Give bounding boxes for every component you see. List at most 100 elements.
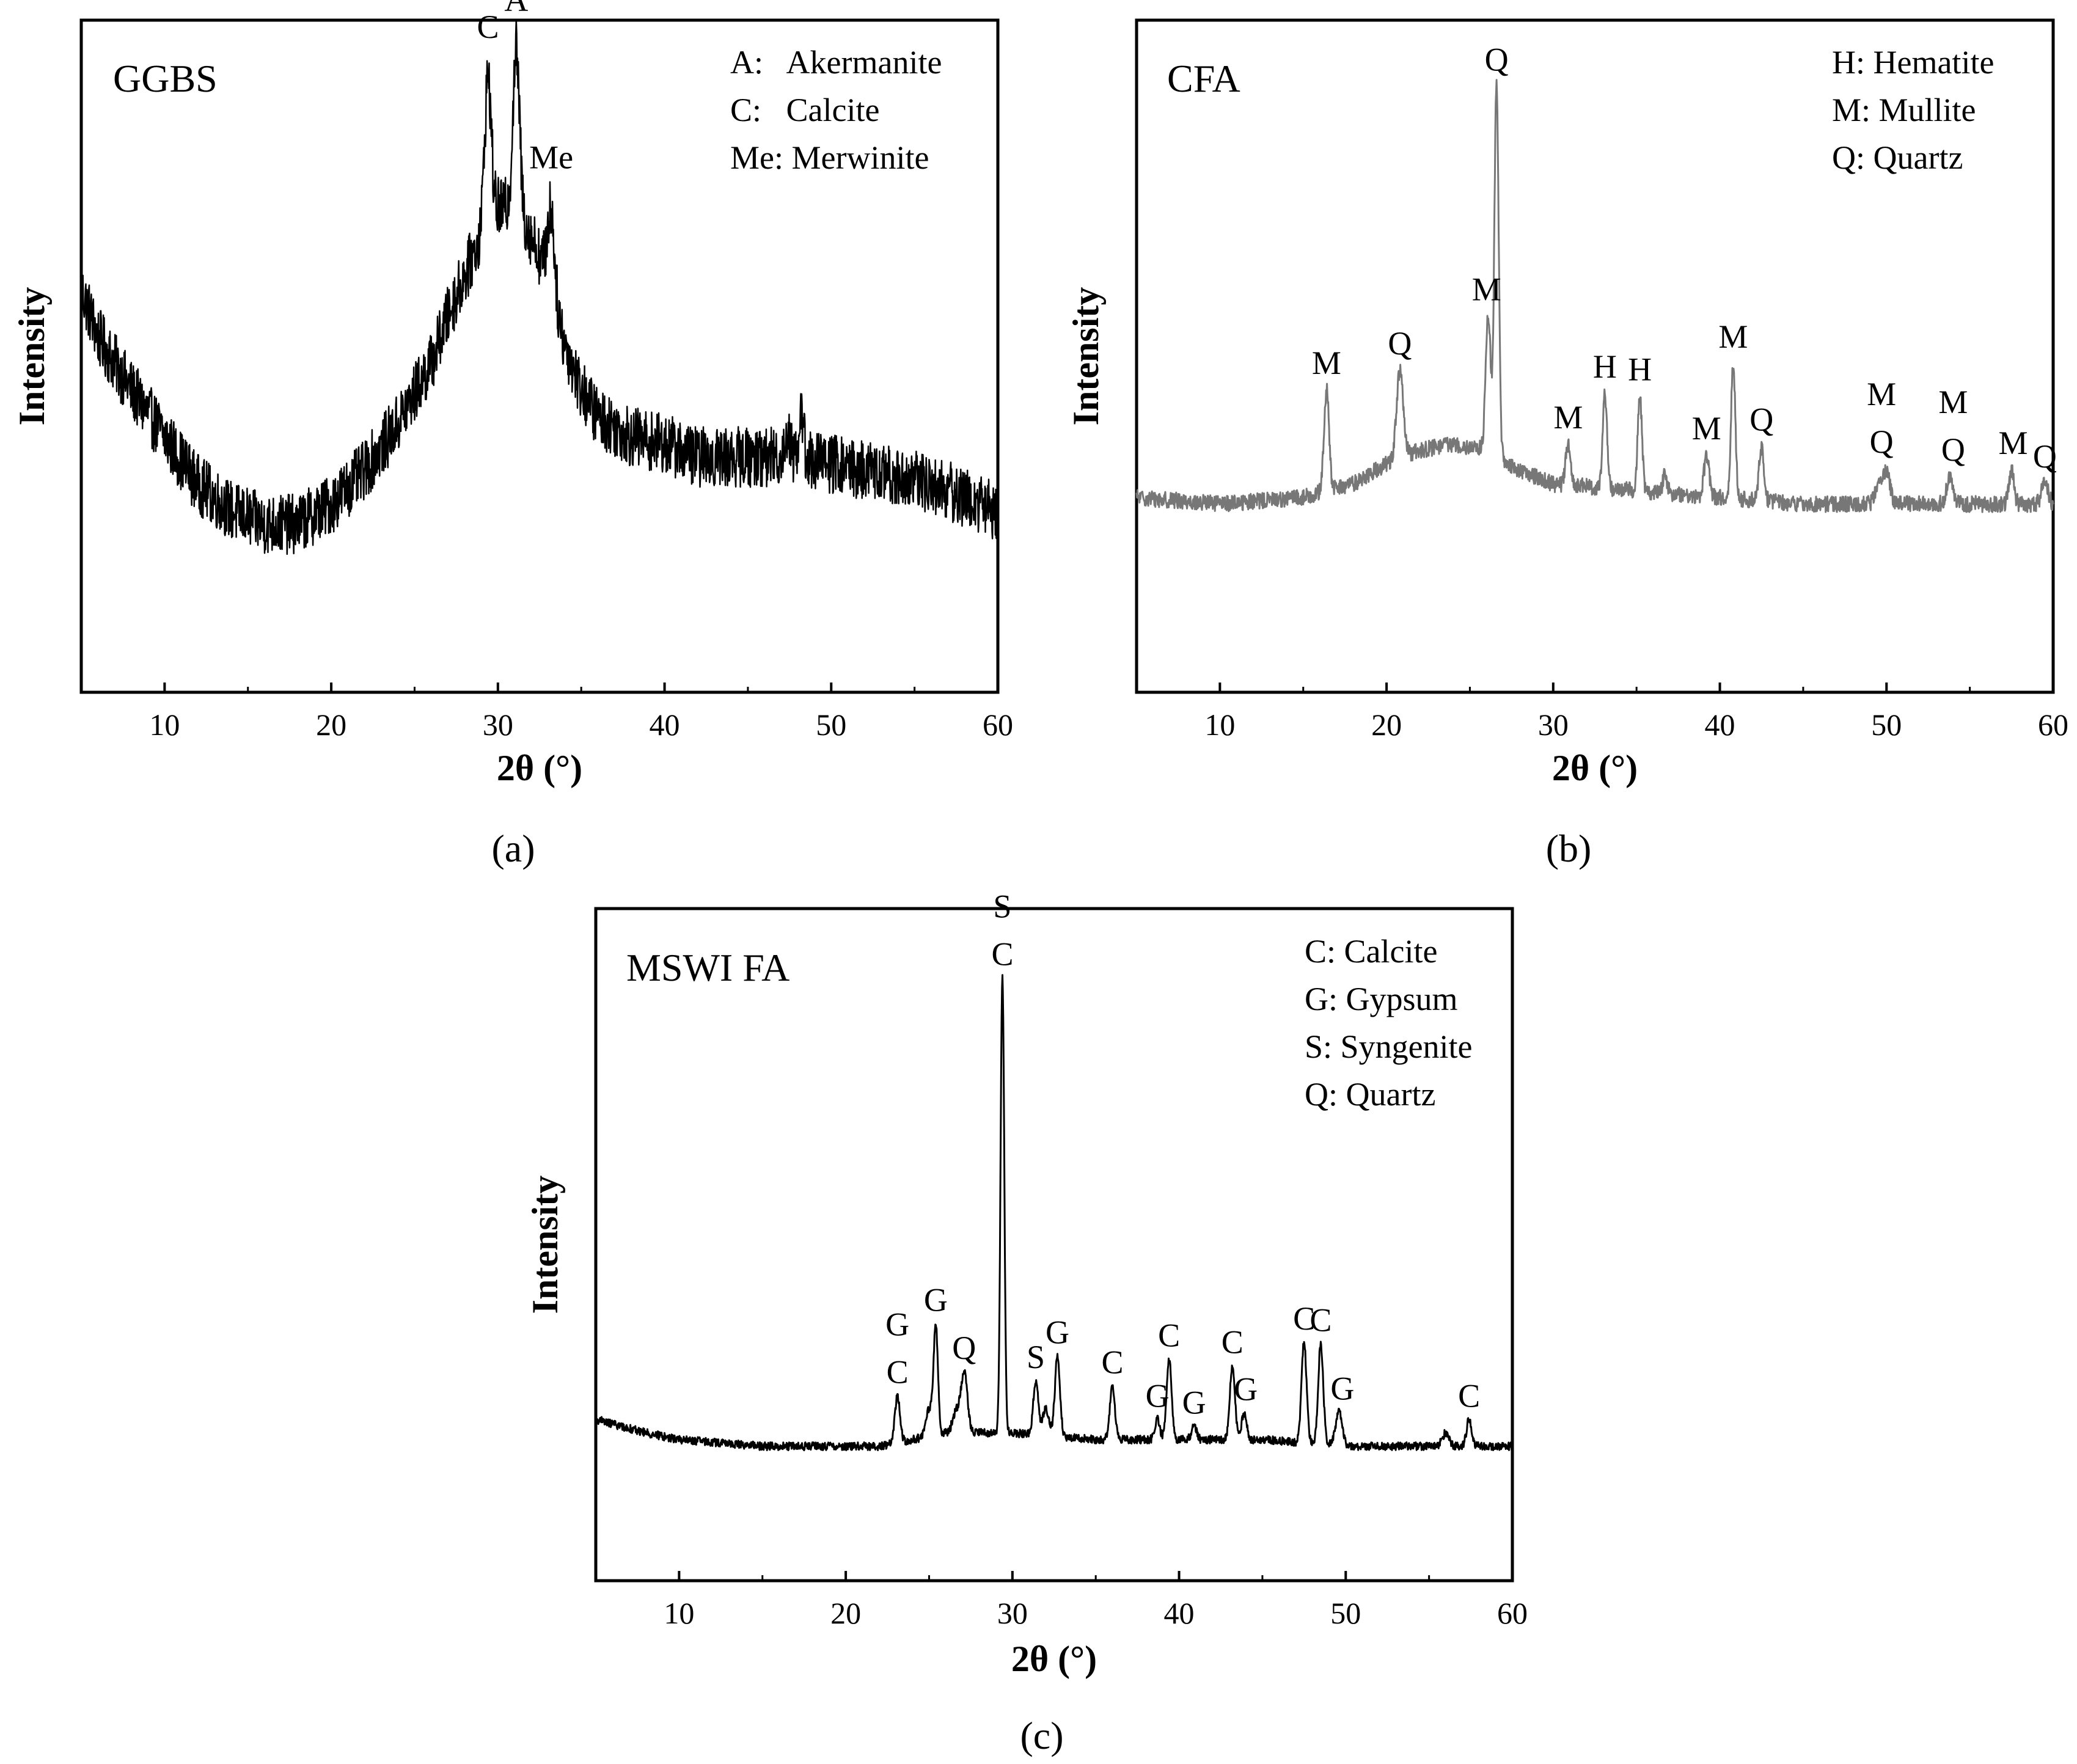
peak-label: S [993,888,1011,924]
x-axis-label: 2θ (°) [1011,1639,1097,1679]
panel-title: GGBS [113,57,218,100]
peak-label: C [991,935,1013,972]
legend-entry: G: Gypsum [1305,981,1458,1017]
legend-entry: Me: Merwinite [730,139,929,176]
x-tick-label: 50 [1330,1596,1361,1630]
peak-label: C [1458,1377,1480,1414]
plot-frame [1135,18,2055,694]
legend-entry: H: Hematite [1832,44,1994,81]
y-axis-label: Intensity [1066,287,1106,426]
x-tick-label: 50 [816,708,846,742]
x-tick-labels: 10 20 30 40 50 60 [149,708,1013,742]
peak-label: C [1222,1324,1244,1361]
xrd-pattern-line [595,974,1514,1452]
x-tick-label: 30 [483,708,513,742]
peak-label: M [1999,425,2028,461]
legend-entry: A: Akermanite [730,44,942,81]
panel-caption: (b) [1546,827,1592,870]
x-axis-label: 2θ (°) [497,748,582,788]
peak-label: G [885,1306,909,1342]
x-tick-label: 20 [316,708,346,742]
peak-label: M [1867,376,1896,412]
x-tick-label: 60 [2038,708,2068,742]
x-tick-label: 50 [1871,708,1902,742]
peak-label: C [1101,1344,1123,1381]
peak-label: C [887,1353,909,1390]
peak-label: H [1593,348,1617,385]
x-minor-ticks [80,687,916,692]
peak-label: G [1234,1371,1258,1407]
panel-caption: (a) [491,827,535,870]
x-tick-label: 30 [1538,708,1569,742]
peak-label: Q [1749,401,1773,437]
panel-title: CFA [1167,57,1240,100]
legend-entry: M: Mullite [1832,92,1976,128]
peak-label: M [1938,384,1968,420]
peak-label: Q [2033,438,2057,475]
peak-label: G [1146,1377,1170,1414]
peak-label: M [1312,345,1341,381]
peak-label: G [924,1282,948,1319]
peak-label: Q [1485,41,1509,78]
x-tick-label: 10 [1204,708,1235,742]
peak-label: G [1182,1384,1206,1421]
peak-label: M [1553,399,1583,436]
x-tick-label: 20 [1371,708,1402,742]
peak-label: Q [1941,431,1965,468]
x-tick-label: 10 [149,708,180,742]
plot-frame [79,18,1000,694]
x-ticks [163,683,999,692]
peak-label: G [1330,1371,1354,1407]
x-tick-labels: 10 20 30 40 50 60 [1204,708,2068,742]
peak-label: C [1293,1300,1315,1337]
peak-label: Q [1870,423,1894,460]
peak-label: M [1472,271,1501,307]
legend-entry: Q: Quartz [1832,139,1963,176]
peak-labels: CA Me [477,0,573,176]
legend: C: Calcite G: Gypsum S: Syngenite Q: Quartz [1305,933,1473,1113]
x-ticks [1218,683,2054,692]
peak-label: H [1628,351,1652,388]
y-axis-label: Intensity [12,287,52,426]
x-ticks [678,1571,1514,1581]
x-tick-label: 40 [1164,1596,1195,1630]
x-tick-label: 30 [997,1596,1028,1630]
peak-label: Q [1388,325,1412,362]
x-minor-ticks [1135,687,1971,692]
xrd-pattern-line [1135,79,2054,513]
x-tick-label: 60 [983,708,1013,742]
peak-label: C [477,9,499,45]
legend-entry: C: Calcite [1305,933,1437,970]
legend-entry: Q: Quartz [1305,1076,1435,1113]
legend-entry: C: Calcite [730,92,879,128]
x-axis-label: 2θ (°) [1552,748,1638,788]
peak-label: Q [952,1330,976,1366]
peak-label: A [504,0,528,18]
legend: A: Akermanite C: Calcite Me: Merwinite [730,44,942,176]
panel-caption: (c) [1020,1714,1063,1757]
x-tick-labels: 10 20 30 40 50 60 [664,1596,1528,1630]
xrd-pattern-line [80,20,999,555]
peak-label: C [1310,1301,1332,1338]
y-axis-label: Intensity [525,1176,565,1314]
peak-label: M [1718,318,1748,355]
legend: H: Hematite M: Mullite Q: Quartz [1832,44,1994,176]
peak-label: C [1158,1317,1180,1354]
peak-label: G [1046,1314,1069,1350]
legend-entry: S: Syngenite [1305,1028,1473,1065]
panel-a: 10 20 30 40 50 60 CA Me GGBS A: Akermanite C: C… [12,0,1013,870]
peak-label: Me [529,139,573,176]
x-tick-label: 10 [664,1596,694,1630]
x-tick-label: 20 [830,1596,861,1630]
x-tick-label: 40 [650,708,680,742]
x-tick-label: 40 [1705,708,1735,742]
plot-frame [594,907,1514,1583]
peak-label: M [1692,410,1721,447]
panel-title: MSWI FA [626,946,789,989]
x-tick-label: 60 [1497,1596,1528,1630]
